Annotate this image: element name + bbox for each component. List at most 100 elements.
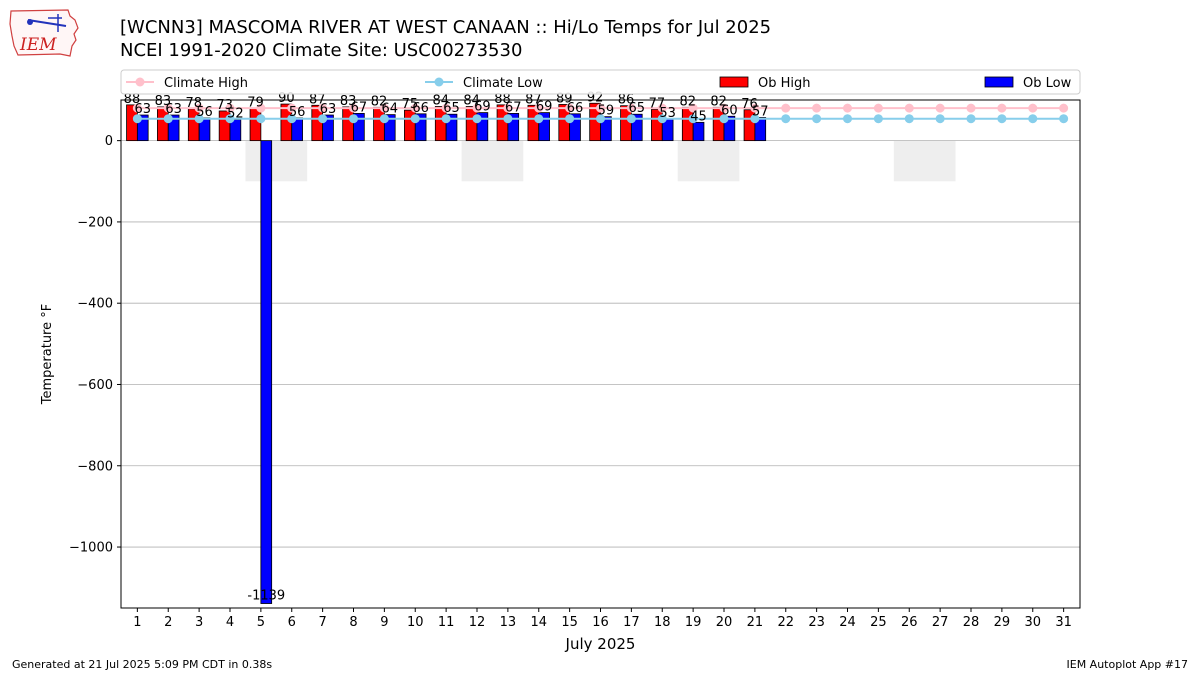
climate-high-point: [163, 103, 173, 113]
ob-low-value-label: 56: [289, 105, 306, 120]
ob-high-value-label: 83: [155, 94, 172, 109]
climate-high-point: [503, 103, 513, 113]
climate-low-point: [379, 114, 389, 124]
x-tick-label: 19: [685, 615, 702, 630]
climate-low-point: [163, 114, 173, 124]
ob-low-bar: [692, 121, 705, 142]
y-tick-label: −600: [77, 378, 113, 393]
x-tick-label: 4: [226, 615, 234, 630]
climate-high-point: [379, 103, 389, 113]
x-tick-label: 28: [963, 615, 980, 630]
climate-low-point: [688, 114, 698, 124]
legend: Climate High Climate Low Ob High Ob Low: [120, 69, 1081, 95]
climate-high-point: [410, 103, 420, 113]
ob-high-value-label: 82: [371, 94, 388, 109]
climate-high-point: [843, 103, 853, 113]
climate-low-point: [750, 114, 760, 124]
climate-low-point: [781, 114, 791, 124]
x-tick-label: 13: [500, 615, 517, 630]
ob-high-value-label: 84: [432, 94, 449, 109]
climate-low-point: [966, 114, 976, 124]
x-tick-label: 3: [195, 615, 203, 630]
ob-low-value-label: 56: [196, 105, 213, 120]
x-tick-label: 18: [654, 615, 671, 630]
app-credit: IEM Autoplot App #17: [1066, 658, 1189, 671]
climate-low-point: [503, 114, 513, 124]
ob-low-value-label: 69: [474, 100, 491, 115]
x-tick-label: 17: [623, 615, 640, 630]
ob-low-bar: [136, 114, 149, 142]
x-tick-label: 30: [1024, 615, 1041, 630]
legend-bar-swatch: [984, 76, 1014, 88]
x-tick-label: 5: [257, 615, 265, 630]
ob-low-value-label: 67: [505, 100, 522, 115]
climate-high-point: [1028, 103, 1038, 113]
climate-low-point: [287, 114, 297, 124]
climate-low-point: [565, 114, 575, 124]
ob-high-value-label: 83: [340, 94, 357, 109]
y-tick-label: −800: [77, 459, 113, 474]
x-tick-label: 7: [318, 615, 326, 630]
ob-high-value-label: 82: [710, 94, 727, 109]
climate-high-point: [132, 103, 142, 113]
climate-low-point: [812, 114, 822, 124]
chart-title: [WCNN3] MASCOMA RIVER AT WEST CANAAN :: …: [120, 17, 772, 38]
ob-low-bar: [754, 117, 767, 142]
x-tick-label: 14: [530, 615, 547, 630]
ob-low-bar: [476, 112, 489, 142]
climate-high-point: [256, 103, 266, 113]
weekend-shade: [893, 140, 956, 182]
x-tick-label: 16: [592, 615, 609, 630]
climate-low-point: [1059, 114, 1069, 124]
climate-low-point: [904, 114, 914, 124]
ob-low-bar: [538, 112, 550, 142]
x-tick-label: 31: [1055, 615, 1072, 630]
ob-low-value-label: 52: [227, 107, 244, 122]
climate-low-point: [132, 114, 142, 124]
climate-low-point: [935, 114, 945, 124]
ob-high-value-label: 89: [556, 91, 573, 106]
y-tick-label: −200: [77, 215, 113, 230]
ob-low-bar: [445, 113, 458, 142]
climate-high-point: [472, 103, 482, 113]
climate-high-point: [565, 103, 575, 113]
ob-low-value-label: 66: [412, 101, 429, 116]
climate-low-point: [626, 114, 636, 124]
climate-high-point: [904, 103, 914, 113]
climate-high-point: [873, 103, 883, 113]
legend-bar-swatch: [719, 76, 749, 88]
ob-high-value-label: 88: [494, 92, 511, 107]
climate-high-point: [626, 103, 636, 113]
ob-high-value-label: 79: [247, 96, 264, 111]
ob-high-value-label: 90: [278, 91, 295, 106]
ob-low-value-label: 60: [721, 103, 738, 118]
x-tick-label: 20: [716, 615, 733, 630]
ob-low-value-label: 65: [443, 101, 460, 116]
climate-high-point: [966, 103, 976, 113]
ob-low-bar: [167, 114, 180, 142]
climate-low-point: [256, 114, 266, 124]
ob-high-value-label: 84: [463, 94, 480, 109]
climate-low-point: [1028, 114, 1038, 124]
climate-low-point: [873, 114, 883, 124]
climate-high-point: [534, 103, 544, 113]
ob-low-value-label: -1139: [247, 589, 285, 604]
x-tick-label: 1: [133, 615, 141, 630]
ob-low-value-label: 66: [567, 101, 584, 116]
x-tick-label: 23: [808, 615, 825, 630]
climate-high-point: [287, 103, 297, 113]
ob-low-value-label: 69: [536, 100, 553, 115]
x-tick-label: 29: [994, 615, 1011, 630]
climate-high-point: [657, 103, 667, 113]
ob-low-bar: [600, 116, 612, 142]
ob-high-value-label: 88: [124, 92, 141, 107]
climate-low-point: [997, 114, 1007, 124]
legend-label: Climate High: [164, 76, 248, 91]
y-tick-label: 0: [105, 134, 113, 149]
ob-high-value-label: 82: [679, 94, 696, 109]
climate-low-point: [410, 114, 420, 124]
x-tick-label: 8: [349, 615, 357, 630]
climate-low-point: [194, 114, 204, 124]
x-tick-label: 15: [561, 615, 578, 630]
ob-low-value-label: 63: [165, 102, 182, 117]
